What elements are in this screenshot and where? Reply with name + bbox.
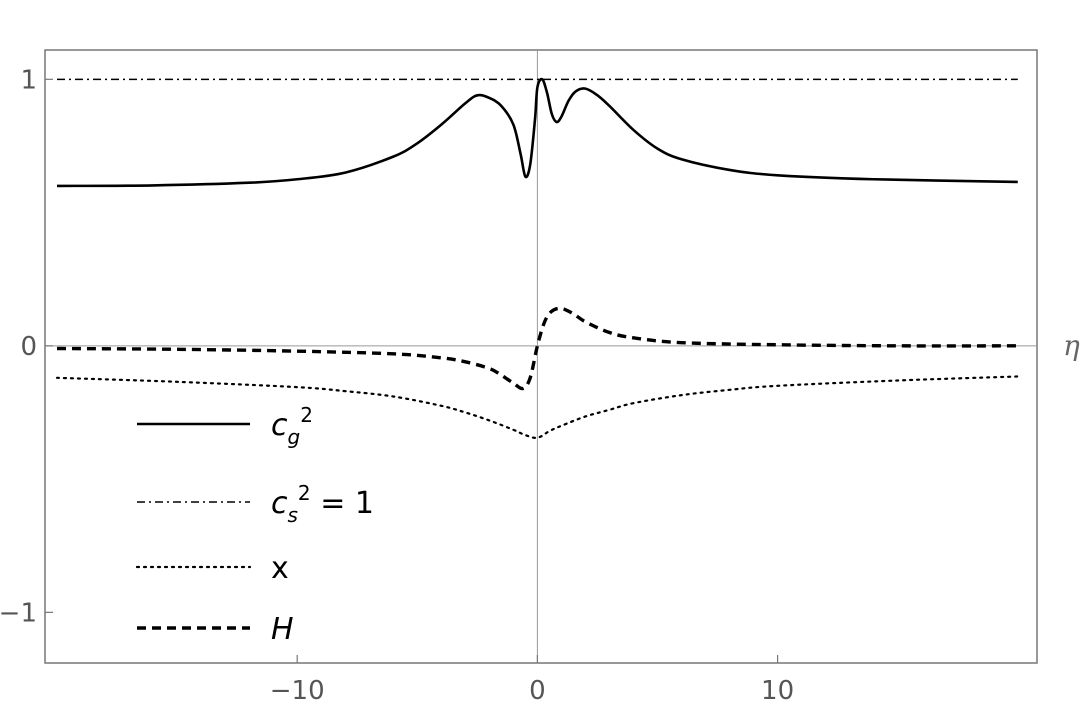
legend-superscript: 2 xyxy=(300,403,313,427)
legend-label-H: H xyxy=(271,612,294,647)
y-tick-label: 0 xyxy=(20,332,37,362)
legend-superscript: 2 xyxy=(298,481,311,505)
series-line-x xyxy=(55,375,1019,440)
y-tick-label: −1 xyxy=(0,598,37,628)
x-tick-label: 10 xyxy=(761,676,794,706)
series-line-cg2 xyxy=(57,77,1018,188)
plot-frame xyxy=(44,49,1038,664)
series-line-H xyxy=(56,306,1018,391)
legend-subscript: s xyxy=(288,503,298,527)
legend-base: c xyxy=(271,408,288,443)
legend-tail: x xyxy=(271,551,289,586)
legend-base: c xyxy=(271,486,288,521)
legend-base: H xyxy=(271,612,294,647)
y-tick-label: 1 xyxy=(20,65,37,95)
legend-label-cs2: cs2 = 1 xyxy=(271,481,374,527)
series-layer xyxy=(55,77,1019,440)
legend-subscript: g xyxy=(288,425,301,449)
legend-label-cg2: cg2 xyxy=(271,403,313,449)
legend-label-x: x xyxy=(271,551,289,586)
legend-tail: = 1 xyxy=(311,486,374,521)
x-axis-variable-label: η xyxy=(1063,329,1080,362)
x-tick-label: 0 xyxy=(529,676,546,706)
x-tick-label: −10 xyxy=(270,676,325,706)
